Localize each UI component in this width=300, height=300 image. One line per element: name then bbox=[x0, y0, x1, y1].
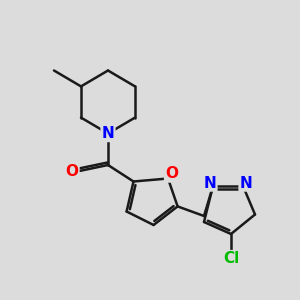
Text: O: O bbox=[165, 167, 178, 182]
Text: N: N bbox=[102, 126, 114, 141]
Text: O: O bbox=[65, 164, 79, 179]
Text: N: N bbox=[204, 176, 216, 190]
Text: N: N bbox=[240, 176, 252, 190]
Text: Cl: Cl bbox=[223, 251, 239, 266]
